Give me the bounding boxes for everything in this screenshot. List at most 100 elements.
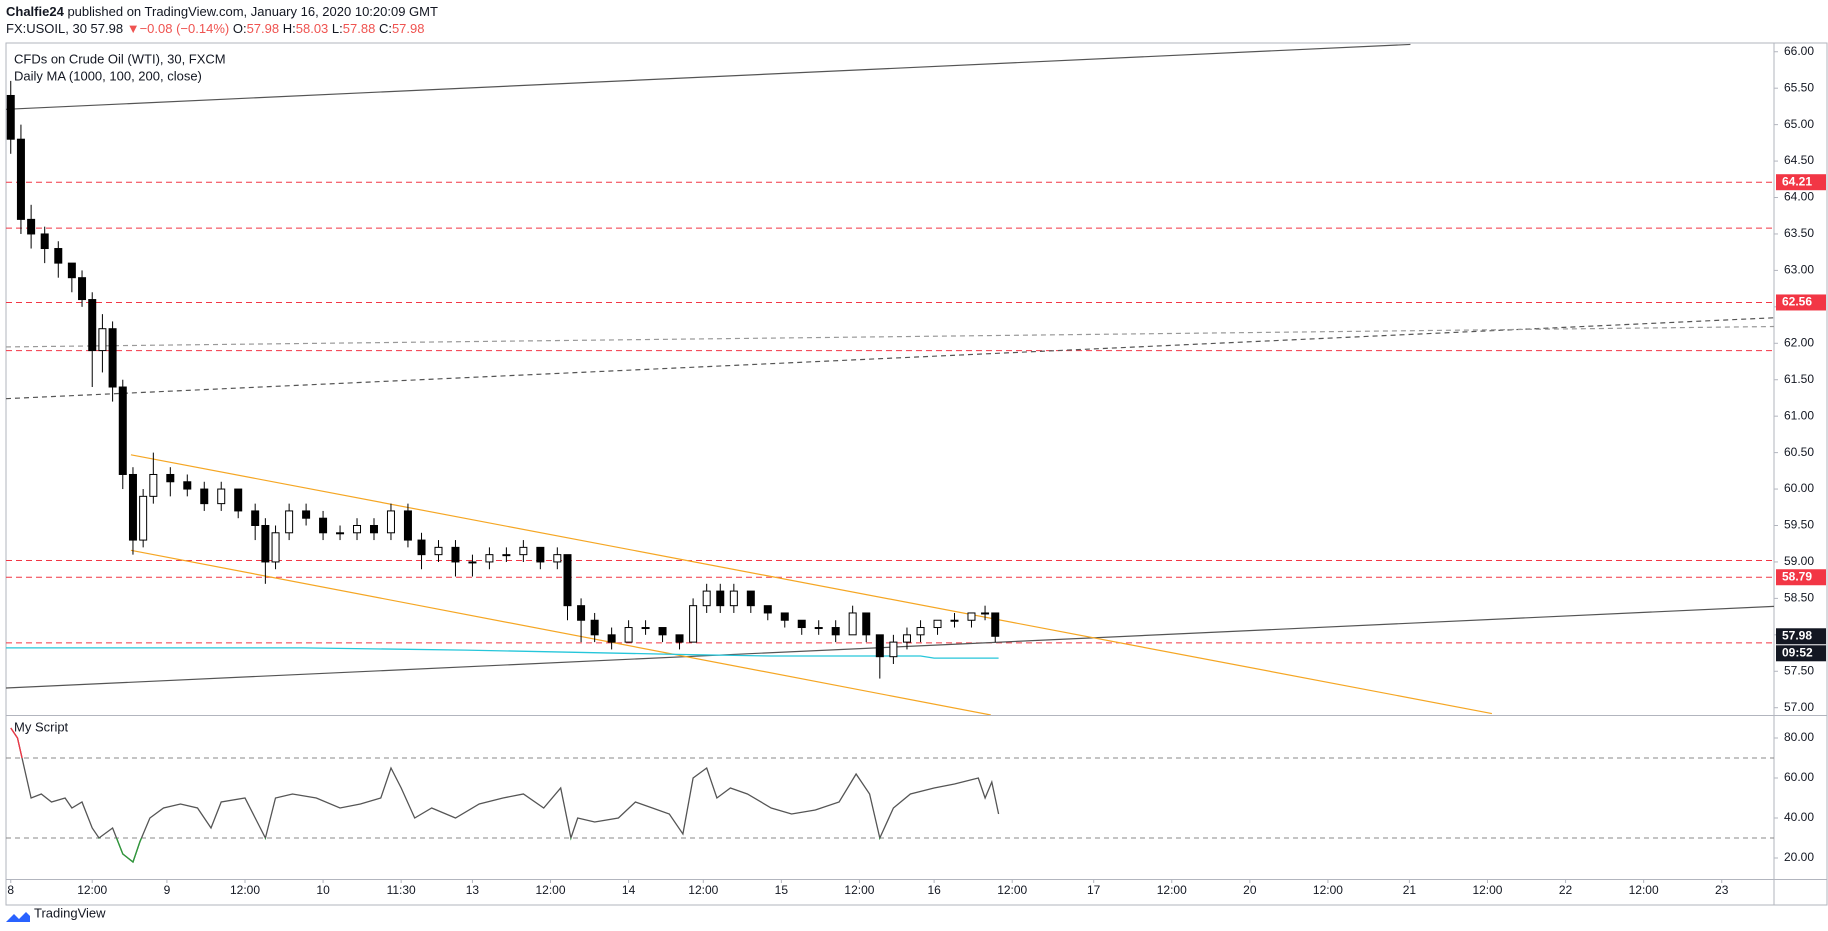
x-tick-label: 17 (1087, 883, 1101, 897)
candle-body (451, 546, 460, 563)
last: 57.98 (90, 21, 124, 36)
candle-body (763, 605, 772, 614)
x-tick-label: 23 (1715, 883, 1729, 897)
candle-body (967, 612, 976, 621)
symbol: FX:USOIL, 30 (6, 21, 87, 36)
axes: 57.0057.5058.0058.5059.0059.5060.0060.50… (7, 44, 1826, 897)
candle-body (519, 546, 528, 556)
countdown: 09:52 (1782, 645, 1813, 659)
published: published on TradingView.com, January 16… (67, 4, 438, 19)
candle-body (166, 473, 175, 483)
y-tick-label: 61.50 (1784, 372, 1814, 386)
x-tick-label: 12:00 (1157, 883, 1187, 897)
c-label: C: (378, 21, 392, 36)
candle-body (689, 605, 698, 643)
candle-body (336, 532, 345, 535)
indicator-under (98, 838, 881, 864)
brand-logo (6, 912, 30, 922)
change: −0.08 (−0.14%) (139, 21, 230, 36)
x-tick-label: 9 (164, 883, 171, 897)
candle-body (434, 546, 443, 556)
x-tick-label: 21 (1403, 883, 1417, 897)
x-tick-label: 12:00 (77, 883, 107, 897)
candle-body (386, 510, 395, 534)
candle-body (78, 277, 87, 301)
y-tick-label: 63.50 (1784, 226, 1814, 240)
candle-body (417, 539, 426, 556)
candle-body (98, 328, 107, 352)
candle-body (862, 612, 871, 636)
candle-body (553, 554, 562, 563)
y-tick-label: 60.50 (1784, 445, 1814, 459)
candle-body (577, 605, 586, 621)
x-tick-label: 8 (7, 883, 14, 897)
y2-tick-label: 80.00 (1784, 730, 1814, 744)
chart-title: CFDs on Crude Oil (WTI), 30, FXCM (14, 51, 226, 66)
candle-body (251, 510, 260, 526)
y-tick-label: 64.50 (1784, 153, 1814, 167)
candle-body (536, 546, 545, 563)
candle-body (319, 517, 328, 534)
c: 57.98 (391, 21, 425, 36)
candle-body (183, 481, 192, 490)
candle-body (285, 510, 294, 534)
level-label: 62.56 (1782, 295, 1812, 309)
candle-body (831, 627, 840, 636)
last-price: 57.98 (1782, 628, 1812, 642)
candle-body (40, 233, 49, 250)
brand: TradingView (34, 905, 106, 920)
arrow: ▼ (126, 21, 140, 36)
candle-body (933, 619, 942, 629)
ma-line (6, 647, 999, 659)
candle-body (797, 619, 806, 629)
candle-body (217, 488, 226, 505)
candle-body (916, 627, 925, 636)
candle-body (468, 561, 477, 564)
y-tick-label: 59.50 (1784, 518, 1814, 532)
candle-body (981, 612, 990, 615)
trend-line (130, 549, 991, 715)
h: 58.03 (295, 21, 329, 36)
candle-body (991, 612, 1000, 637)
candle-body (353, 524, 362, 534)
x-tick-label: 12:00 (688, 883, 718, 897)
countdown-bg (1776, 645, 1826, 662)
candle-body (369, 524, 378, 534)
indicator-name: My Script (14, 719, 69, 734)
y2-tick-label: 60.00 (1784, 770, 1814, 784)
candle-body (149, 473, 158, 497)
last-price-bg (1776, 628, 1826, 645)
candle-body (403, 510, 412, 541)
main-pane (6, 43, 1774, 715)
indicator-over (10, 727, 23, 758)
candle-body (607, 634, 616, 643)
candle-body (780, 612, 789, 621)
x-tick-label: 10 (316, 883, 330, 897)
candle-body (658, 627, 667, 636)
frame (5, 42, 1828, 906)
candle-body (16, 138, 25, 220)
x-tick-label: 12:00 (1629, 883, 1659, 897)
level-label-bg (1776, 569, 1826, 586)
candle-body (6, 94, 15, 140)
trend-line (6, 317, 1774, 400)
y-tick-label: 62.00 (1784, 335, 1814, 349)
candle-body (485, 554, 494, 563)
l-label: L: (331, 21, 343, 36)
y-tick-label: 60.00 (1784, 481, 1814, 495)
x-tick-label: 14 (622, 883, 636, 897)
x-tick-label: 12:00 (230, 883, 260, 897)
y-tick-label: 63.00 (1784, 263, 1814, 277)
candle-body (108, 328, 117, 388)
trend-line (6, 43, 1411, 110)
candle-body (139, 495, 148, 541)
o-label: O: (232, 21, 247, 36)
candle-body (88, 299, 97, 352)
candle-body (746, 590, 755, 607)
y-tick-label: 61.00 (1784, 408, 1814, 422)
candle-body (729, 590, 738, 607)
x-tick-label: 11:30 (387, 883, 416, 897)
x-tick-label: 15 (775, 883, 789, 897)
x-tick-label: 13 (466, 883, 480, 897)
candle-body (54, 248, 63, 264)
